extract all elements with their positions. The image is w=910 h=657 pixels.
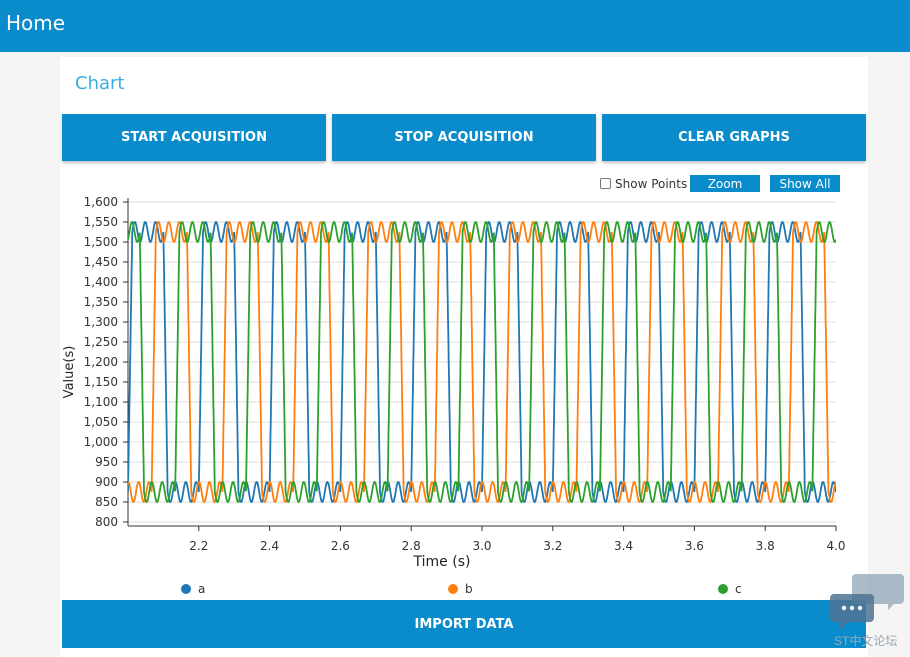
zoom-button[interactable]: Zoom [690, 175, 760, 192]
chat-bubbles-icon [830, 574, 904, 630]
app-header: Home [0, 0, 910, 52]
forum-watermark: ST中文论坛 [828, 570, 908, 650]
watermark-text: ST中文论坛 [834, 634, 898, 648]
stop-acquisition-button[interactable]: STOP ACQUISITION [332, 114, 596, 161]
start-acquisition-button[interactable]: START ACQUISITION [62, 114, 326, 161]
show-points-checkbox[interactable] [600, 178, 611, 189]
show-points-toggle[interactable]: Show Points [600, 175, 687, 192]
import-data-button[interactable]: IMPORT DATA [62, 600, 866, 648]
show-points-label: Show Points [615, 176, 688, 191]
card-title: Chart [75, 73, 125, 94]
page-title: Home [6, 11, 66, 35]
clear-graphs-button[interactable]: CLEAR GRAPHS [602, 114, 866, 161]
show-all-button[interactable]: Show All [770, 175, 840, 192]
